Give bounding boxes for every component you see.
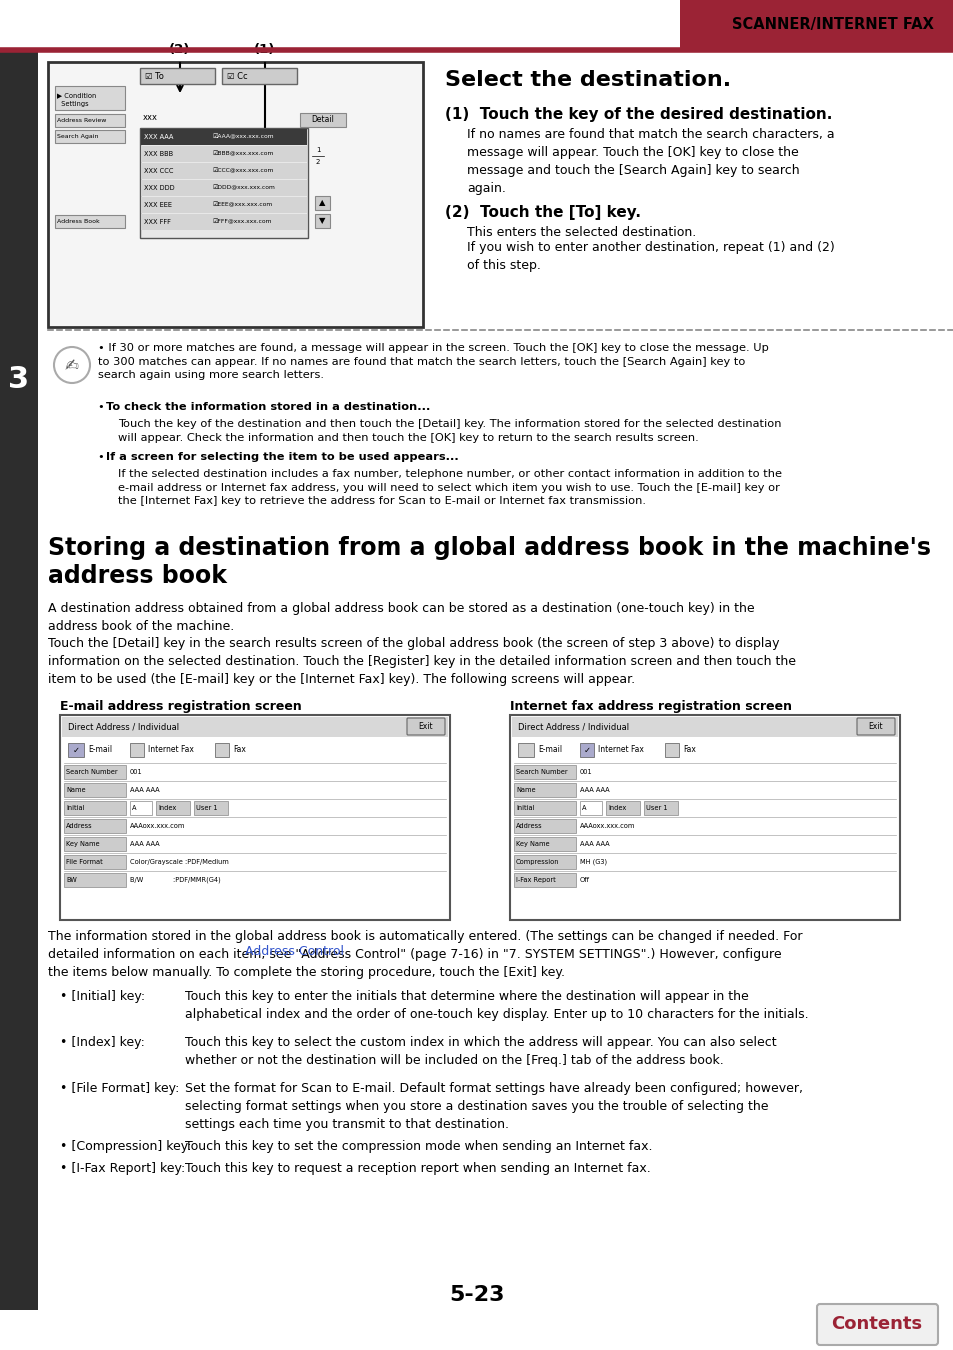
FancyBboxPatch shape	[299, 113, 346, 127]
Text: Index: Index	[158, 805, 176, 811]
Text: ☑ To: ☑ To	[145, 72, 164, 81]
Text: • If 30 or more matches are found, a message will appear in the screen. Touch th: • If 30 or more matches are found, a mes…	[98, 343, 768, 381]
Text: Settings: Settings	[57, 101, 89, 107]
Text: This enters the selected destination.: This enters the selected destination.	[467, 225, 696, 239]
Text: xxx: xxx	[143, 113, 158, 123]
FancyBboxPatch shape	[605, 801, 639, 815]
Text: A: A	[132, 805, 136, 811]
Text: B/W              :PDF/MMR(G4): B/W :PDF/MMR(G4)	[130, 876, 220, 883]
Bar	[141, 163, 307, 180]
Text: ▼: ▼	[319, 216, 325, 225]
FancyBboxPatch shape	[579, 801, 601, 815]
Text: (1)  Touch the key of the desired destination.: (1) Touch the key of the desired destina…	[444, 107, 832, 122]
Text: ☑CCC@xxx.xxx.com: ☑CCC@xxx.xxx.com	[212, 169, 274, 174]
FancyBboxPatch shape	[222, 68, 296, 84]
FancyBboxPatch shape	[514, 765, 576, 779]
FancyBboxPatch shape	[64, 855, 126, 869]
Text: E-mail address registration screen: E-mail address registration screen	[60, 701, 301, 713]
Text: Detail: Detail	[312, 116, 335, 124]
Text: User 1: User 1	[195, 805, 217, 811]
FancyBboxPatch shape	[130, 743, 144, 757]
Text: AAA AAA: AAA AAA	[579, 787, 609, 792]
Text: Address Review: Address Review	[57, 117, 107, 123]
FancyBboxPatch shape	[514, 819, 576, 833]
Text: XXX AAA: XXX AAA	[144, 134, 173, 140]
Text: ☑FFF@xxx.xxx.com: ☑FFF@xxx.xxx.com	[212, 219, 272, 224]
Text: SCANNER/INTERNET FAX: SCANNER/INTERNET FAX	[731, 16, 933, 31]
Text: User 1: User 1	[645, 805, 667, 811]
Text: ▶ Condition: ▶ Condition	[57, 92, 96, 99]
Text: Fax: Fax	[233, 745, 246, 755]
Bar	[314, 215, 330, 228]
Text: E-mail: E-mail	[537, 745, 561, 755]
Text: Touch this key to enter the initials that determine where the destination will a: Touch this key to enter the initials tha…	[185, 990, 808, 1021]
FancyBboxPatch shape	[68, 743, 84, 757]
Text: 5-23: 5-23	[449, 1285, 504, 1305]
FancyBboxPatch shape	[579, 743, 594, 757]
Text: Initial: Initial	[516, 805, 534, 811]
Text: Off: Off	[579, 878, 589, 883]
Text: ☑BBB@xxx.xxx.com: ☑BBB@xxx.xxx.com	[212, 151, 274, 157]
FancyBboxPatch shape	[55, 113, 125, 127]
Text: If no names are found that match the search characters, a
message will appear. T: If no names are found that match the sea…	[467, 128, 834, 194]
Bar	[60, 716, 450, 919]
FancyBboxPatch shape	[140, 68, 214, 84]
Bar	[140, 128, 308, 238]
FancyBboxPatch shape	[64, 819, 126, 833]
Text: Exit: Exit	[868, 722, 882, 730]
Bar	[141, 180, 307, 196]
FancyBboxPatch shape	[514, 801, 576, 815]
Text: Initial: Initial	[66, 805, 85, 811]
Text: 001: 001	[130, 769, 143, 775]
Bar	[48, 62, 422, 327]
Text: Compression: Compression	[516, 859, 558, 865]
FancyBboxPatch shape	[214, 743, 229, 757]
Text: Exit: Exit	[418, 722, 433, 730]
Text: Index: Index	[607, 805, 625, 811]
Text: Search Number: Search Number	[66, 769, 117, 775]
Text: Address Book: Address Book	[57, 219, 100, 224]
Text: If the selected destination includes a fax number, telephone number, or other co: If the selected destination includes a f…	[118, 468, 781, 506]
Text: ☑DDD@xxx.xxx.com: ☑DDD@xxx.xxx.com	[212, 185, 274, 190]
Text: 001: 001	[579, 769, 592, 775]
Text: If a screen for selecting the item to be used appears...: If a screen for selecting the item to be…	[106, 452, 458, 462]
Text: • [Compression] key:: • [Compression] key:	[60, 1139, 192, 1153]
Text: (2)  Touch the [To] key.: (2) Touch the [To] key.	[444, 205, 640, 220]
Bar	[141, 146, 307, 162]
FancyBboxPatch shape	[514, 837, 576, 850]
Bar	[679, 0, 953, 49]
FancyBboxPatch shape	[64, 873, 126, 887]
Text: AAA AAA: AAA AAA	[130, 841, 159, 846]
Text: A: A	[581, 805, 586, 811]
Text: Key Name: Key Name	[66, 841, 99, 846]
Text: Address: Address	[66, 824, 92, 829]
Text: ☑AAA@xxx.xxx.com: ☑AAA@xxx.xxx.com	[212, 135, 274, 139]
Text: ▲: ▲	[319, 198, 325, 208]
FancyBboxPatch shape	[64, 801, 126, 815]
Text: XXX EEE: XXX EEE	[144, 202, 172, 208]
Text: •: •	[98, 452, 109, 462]
Text: Internet Fax: Internet Fax	[598, 745, 643, 755]
Text: (1): (1)	[254, 43, 275, 55]
Text: AAA AAA: AAA AAA	[579, 841, 609, 846]
Bar	[141, 130, 307, 144]
Text: File Format: File Format	[66, 859, 103, 865]
Text: If you wish to enter another destination, repeat (1) and (2)
of this step.: If you wish to enter another destination…	[467, 242, 834, 271]
Text: The information stored in the global address book is automatically entered. (The: The information stored in the global add…	[48, 930, 801, 979]
Text: • [Initial] key:: • [Initial] key:	[60, 990, 145, 1003]
Text: XXX FFF: XXX FFF	[144, 219, 171, 225]
FancyBboxPatch shape	[64, 783, 126, 796]
Text: Name: Name	[66, 787, 86, 792]
FancyBboxPatch shape	[156, 801, 190, 815]
FancyBboxPatch shape	[64, 765, 126, 779]
Text: A destination address obtained from a global address book can be stored as a des: A destination address obtained from a gl…	[48, 602, 754, 633]
Text: Select the destination.: Select the destination.	[444, 70, 730, 90]
Text: • [File Format] key:: • [File Format] key:	[60, 1081, 179, 1095]
Text: XXX CCC: XXX CCC	[144, 167, 173, 174]
Text: ✓: ✓	[72, 745, 79, 755]
Text: To check the information stored in a destination...: To check the information stored in a des…	[106, 402, 430, 412]
Text: E-mail: E-mail	[88, 745, 112, 755]
Text: Direct Address / Individual: Direct Address / Individual	[68, 722, 179, 732]
Text: XXX BBB: XXX BBB	[144, 151, 172, 157]
Text: Internet Fax: Internet Fax	[148, 745, 193, 755]
